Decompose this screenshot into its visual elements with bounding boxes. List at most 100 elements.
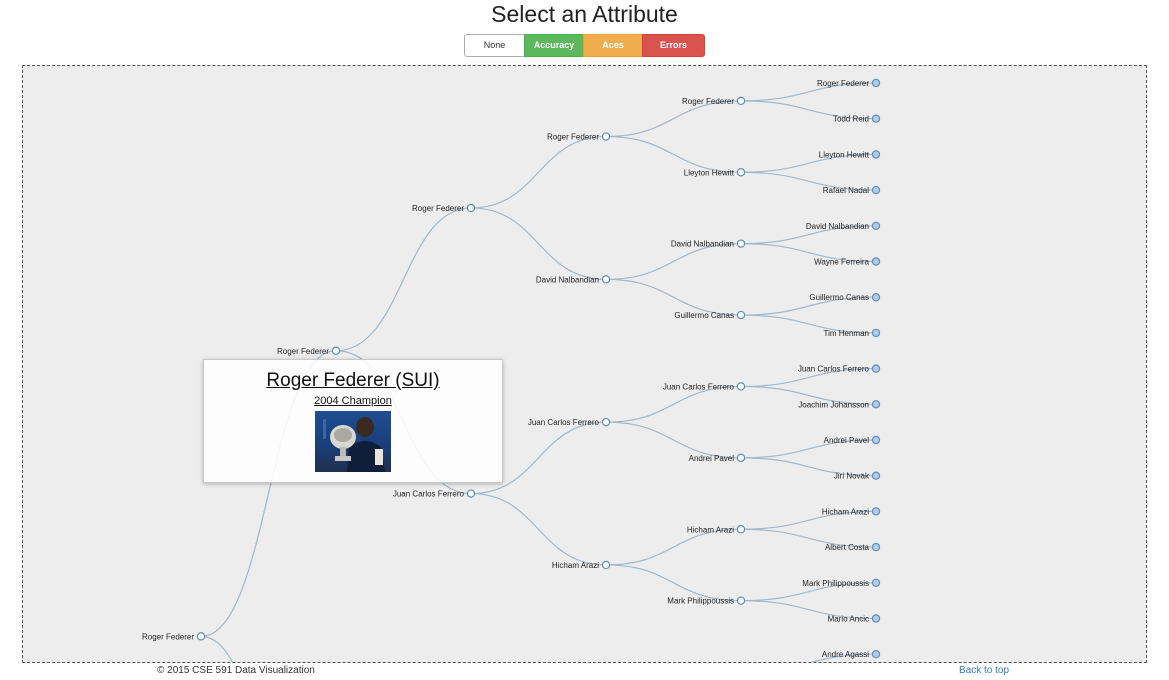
bracket-node-circle[interactable]	[871, 578, 881, 588]
bracket-node[interactable]: Albert Costa	[825, 542, 881, 552]
bracket-node-circle[interactable]	[871, 78, 881, 88]
player-name-label: Roger Federer	[142, 632, 194, 641]
bracket-node[interactable]: Roger Federer	[412, 203, 476, 213]
bracket-node-circle[interactable]	[601, 560, 611, 570]
bracket-node[interactable]: Andrei Pavel	[824, 435, 881, 445]
bracket-node[interactable]: David Nalbandian	[671, 239, 746, 249]
bracket-node[interactable]: Joachim Johansson	[798, 400, 881, 409]
bracket-link	[740, 296, 877, 316]
bracket-node[interactable]: Lleyton Hewitt	[684, 168, 746, 177]
bracket-node-circle[interactable]	[871, 542, 881, 552]
bracket-node-circle[interactable]	[871, 400, 881, 409]
bracket-node-circle[interactable]	[871, 292, 881, 302]
bracket-node[interactable]: Lleyton Hewitt	[819, 150, 881, 159]
bracket-node-circle[interactable]	[871, 114, 881, 123]
player-name-label: Todd Reid	[833, 115, 869, 124]
bracket-node[interactable]: Jiri Novak	[834, 471, 881, 481]
bracket-node-circle[interactable]	[871, 435, 881, 445]
bracket-link	[200, 635, 233, 662]
bracket-link	[470, 207, 607, 280]
player-name-label: Hicham Arazi	[687, 525, 734, 534]
bracket-node-circle[interactable]	[736, 96, 746, 106]
bracket-node[interactable]: Mario Ancic	[828, 614, 881, 624]
bracket-node[interactable]: Hicham Arazi	[552, 560, 611, 570]
bracket-node[interactable]: Roger Federer	[817, 78, 881, 88]
bracket-link	[740, 439, 877, 459]
champion-card: Roger Federer (SUI) 2004 Champion	[203, 359, 503, 483]
page-title: Select an Attribute	[491, 1, 678, 27]
bracket-node-circle[interactable]	[736, 310, 746, 320]
bracket-node[interactable]: Rafael Nadal	[823, 185, 881, 195]
bracket-node-circle[interactable]	[871, 328, 881, 338]
bracket-node[interactable]: Juan Carlos Ferrero	[528, 417, 611, 427]
player-name-label: Hicham Arazi	[552, 561, 599, 570]
bracket-node[interactable]: Juan Carlos Ferrero	[798, 364, 881, 374]
bracket-node-circle[interactable]	[601, 417, 611, 427]
bracket-node[interactable]: Juan Carlos Ferrero	[393, 489, 476, 499]
bracket-tree: Roger Federer Todd Reid Roger Federer Lleyt…	[142, 78, 881, 662]
bracket-node-circle[interactable]	[736, 239, 746, 248]
player-name-label: Guillermo Canas	[809, 293, 869, 302]
accuracy-button[interactable]: Accuracy	[524, 34, 584, 57]
bracket-node[interactable]: Mark Philippoussis	[802, 578, 881, 588]
bracket-node-circle[interactable]	[871, 221, 881, 230]
bracket-node[interactable]: Wayne Ferreira	[814, 257, 881, 267]
bracket-node-circle[interactable]	[736, 525, 746, 534]
bracket-node[interactable]: Roger Federer	[682, 96, 746, 106]
bracket-node-circle[interactable]	[196, 632, 206, 641]
player-name-label: David Nalbandian	[671, 240, 734, 249]
bracket-node-circle[interactable]	[871, 257, 881, 266]
player-name-label: Juan Carlos Ferrero	[528, 418, 600, 427]
bracket-node[interactable]: Roger Federer	[547, 132, 611, 142]
bracket-node-circle[interactable]	[871, 185, 881, 195]
player-name-label: Roger Federer	[817, 79, 869, 88]
bracket-node-circle[interactable]	[871, 471, 881, 480]
bracket-node-circle[interactable]	[736, 596, 746, 605]
player-name-label: Juan Carlos Ferrero	[393, 490, 465, 499]
trophy-photo-image	[323, 417, 385, 472]
errors-button[interactable]: Errors	[642, 34, 705, 57]
bracket-link	[740, 82, 877, 102]
bracket-node-circle[interactable]	[871, 150, 881, 159]
bracket-link	[740, 582, 877, 602]
bracket-node-circle[interactable]	[871, 650, 881, 659]
bracket-node[interactable]: Guillermo Canas	[809, 292, 881, 302]
bracket-node[interactable]: Tim Henman	[824, 328, 881, 338]
player-name-label: Roger Federer	[277, 347, 329, 356]
bracket-node[interactable]: Todd Reid	[833, 114, 881, 124]
bracket-node-circle[interactable]	[466, 489, 476, 498]
bracket-node-circle[interactable]	[466, 203, 476, 213]
player-name-label: Mark Philippoussis	[802, 579, 869, 588]
aces-button[interactable]: Aces	[583, 34, 643, 57]
back-to-top-link[interactable]: Back to top	[959, 665, 1010, 676]
bracket-node-circle[interactable]	[736, 453, 746, 463]
bracket-node[interactable]: Hicham Arazi	[687, 525, 746, 534]
bracket-link	[605, 528, 742, 566]
bracket-link	[470, 135, 607, 209]
champion-photo	[315, 411, 391, 472]
bracket-link	[605, 421, 742, 459]
bracket-node-circle[interactable]	[736, 382, 746, 391]
bracket-node-circle[interactable]	[601, 275, 611, 284]
bracket-node[interactable]: Juan Carlos Ferrero	[663, 382, 746, 391]
bracket-node[interactable]: Hicham Arazi	[822, 507, 881, 516]
player-name-label: Wayne Ferreira	[814, 258, 869, 267]
bracket-node[interactable]: Andre Agassi	[822, 650, 881, 659]
bracket-node-circle[interactable]	[871, 507, 881, 516]
bracket-link	[335, 207, 472, 352]
bracket-node[interactable]: Andrei Pavel	[689, 453, 746, 463]
bracket-node[interactable]: Mark Philippoussis	[667, 596, 746, 606]
bracket-node-circle[interactable]	[736, 168, 746, 177]
bracket-node[interactable]: David Nalbandian	[536, 275, 611, 284]
bracket-node[interactable]: Guillermo Canas	[674, 310, 746, 320]
bracket-node-circle[interactable]	[871, 364, 881, 373]
none-button[interactable]: None	[464, 34, 525, 57]
bracket-node[interactable]: Roger Federer	[142, 632, 206, 641]
player-name-label: Rafael Nadal	[823, 186, 869, 195]
bracket-node-circle[interactable]	[331, 346, 341, 355]
bracket-node-circle[interactable]	[601, 132, 611, 141]
player-name-label: Juan Carlos Ferrero	[663, 382, 735, 391]
bracket-node-circle[interactable]	[871, 614, 881, 623]
bracket-node[interactable]: David Nalbandian	[806, 221, 881, 231]
bracket-node[interactable]: Roger Federer	[277, 346, 341, 356]
